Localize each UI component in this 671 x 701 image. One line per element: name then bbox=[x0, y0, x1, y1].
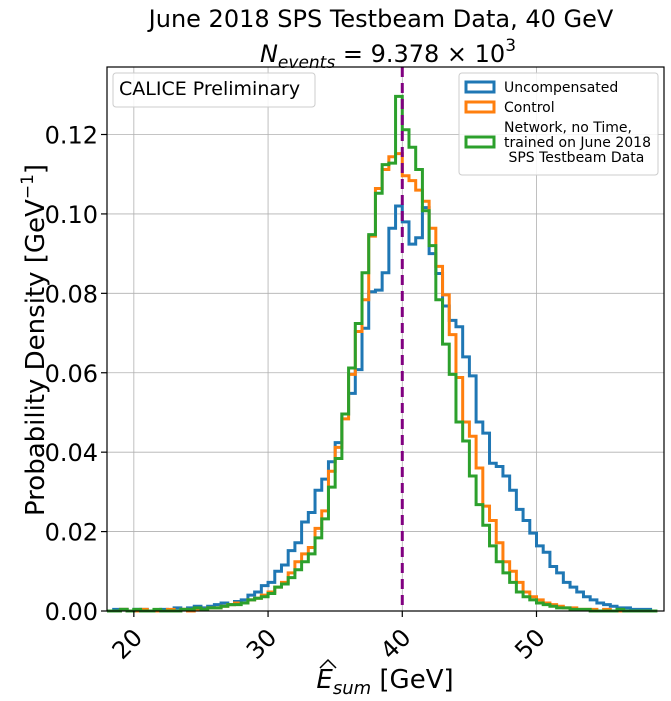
chart-subtitle: Nevents = 9.378 × 103 bbox=[260, 36, 516, 73]
subtitle-sub: events bbox=[278, 53, 335, 73]
legend-label-2: Network, no Time, trained on June 2018 SP… bbox=[504, 120, 651, 166]
annotation-box: CALICE Preliminary bbox=[112, 72, 316, 108]
x-axis-label: Esum [GeV] bbox=[316, 665, 453, 699]
series-layer bbox=[107, 94, 658, 613]
chart-title: June 2018 SPS Testbeam Data, 40 GeV bbox=[147, 5, 614, 33]
ylabel-close: ] bbox=[21, 164, 51, 174]
subtitle-exp: 3 bbox=[505, 36, 516, 56]
legend-swatch-1 bbox=[464, 100, 496, 114]
ylabel-exp: −1 bbox=[18, 174, 38, 199]
xlabel-sub: sum bbox=[333, 678, 371, 699]
xlabel-unit: [GeV] bbox=[371, 665, 453, 695]
y-tick-label-0.08: 0.08 bbox=[45, 280, 98, 308]
y-tick-label-0.12: 0.12 bbox=[45, 122, 98, 150]
legend: Uncompensated Control Network, no Time, tra… bbox=[458, 72, 659, 176]
y-tick-label-0.00: 0.00 bbox=[45, 598, 98, 626]
legend-swatch-0 bbox=[464, 80, 496, 94]
series-line-2 bbox=[107, 94, 658, 613]
xlabel-hat bbox=[319, 658, 337, 669]
legend-label-1: Control bbox=[504, 100, 555, 116]
y-axis-label: Probability Density [GeV−1] bbox=[18, 164, 51, 516]
y-tick-label-0.04: 0.04 bbox=[45, 439, 98, 467]
xlabel-e: E bbox=[316, 665, 333, 695]
subtitle-n: N bbox=[260, 40, 278, 68]
y-tick-label-0.02: 0.02 bbox=[45, 519, 98, 547]
calice-annotation: CALICE Preliminary bbox=[119, 78, 300, 100]
subtitle-value: = 9.378 × 10 bbox=[335, 40, 505, 68]
y-tick-label-0.06: 0.06 bbox=[45, 360, 98, 388]
legend-label-0: Uncompensated bbox=[504, 80, 618, 96]
legend-box bbox=[458, 72, 659, 176]
legend-swatch-2 bbox=[464, 135, 496, 149]
plot-frame bbox=[106, 66, 665, 612]
ylabel-main: Probability Density [GeV bbox=[21, 199, 51, 516]
y-tick-label-0.10: 0.10 bbox=[45, 201, 98, 229]
